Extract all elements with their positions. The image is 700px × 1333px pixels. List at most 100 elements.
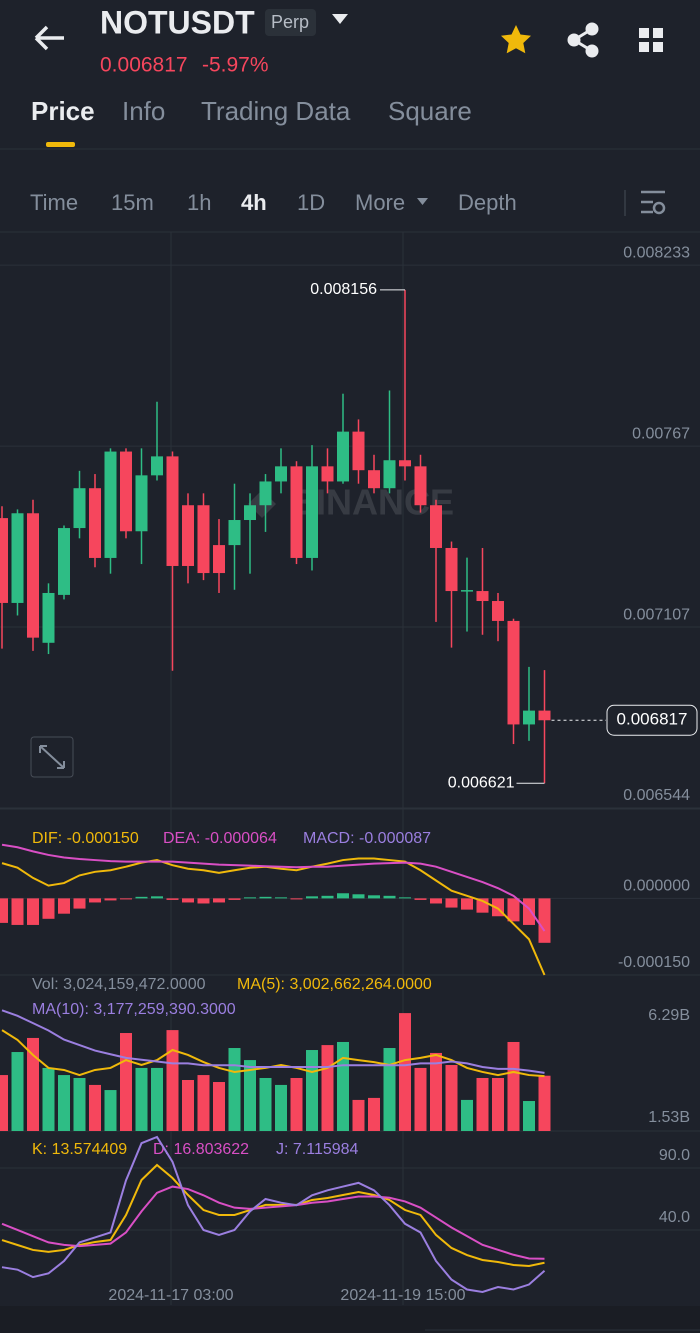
axis-label: 6.29B: [648, 1007, 690, 1024]
indicator-line: [1, 1185, 545, 1260]
y-tick-label: 40.0: [659, 1209, 690, 1226]
macd-bar: [523, 898, 535, 925]
candle-body: [104, 451, 117, 558]
macd-bar: [58, 898, 70, 914]
menu[interactable]: [639, 28, 663, 52]
candle-body: [399, 460, 411, 467]
legend: MA(5): 3,002,662,264.0000: [237, 976, 432, 993]
candle-body: [337, 431, 349, 482]
tab[interactable]: Trading Data: [201, 96, 351, 126]
dropdown[interactable]: [332, 14, 348, 24]
volume-bar: [0, 1075, 8, 1131]
candle-body: [383, 460, 396, 489]
price-tag-label: 0.006817: [617, 710, 688, 729]
macd-bar: [151, 896, 163, 899]
share[interactable]: [567, 22, 599, 58]
interval[interactable]: 1D: [297, 190, 325, 215]
indicator-line: [1, 1009, 545, 1074]
price-tag: [606, 704, 698, 736]
legend: DIF: -0.000150: [32, 830, 139, 847]
volume-bar: [275, 1084, 287, 1131]
y-tick-label: 0.007107: [623, 606, 690, 623]
volume-bar: [89, 1084, 101, 1131]
macd-bar: [275, 897, 287, 899]
favorite[interactable]: [501, 25, 531, 54]
candle-body: [275, 466, 287, 482]
x-label: 2024-11-19 15:00: [340, 1287, 465, 1304]
macd-bar: [104, 898, 117, 901]
legend: D: 16.803622: [153, 1141, 249, 1158]
tab[interactable]: Square: [388, 96, 472, 126]
candle-body: [197, 505, 210, 574]
macd-bar: [166, 898, 179, 900]
volume-bar: [321, 1045, 334, 1131]
candle-body: [58, 528, 70, 595]
candle-body: [244, 505, 256, 521]
macd-bar: [507, 898, 520, 922]
indicator-line: [1, 857, 546, 976]
macd-bar: [259, 896, 272, 899]
change: -5.97%: [202, 54, 269, 77]
candle-body: [523, 710, 535, 725]
legend: Vol: 3,024,159,472.0000: [32, 976, 206, 993]
volume-bar: [507, 1041, 520, 1131]
tab-indicator: [46, 142, 75, 147]
candle-body: [414, 466, 427, 506]
macd-bar: [244, 897, 256, 899]
macd-bar: [399, 897, 411, 899]
volume-bar: [151, 1067, 163, 1131]
interval[interactable]: 1h: [187, 190, 211, 215]
chart-settings[interactable]: [641, 190, 666, 215]
candle-body: [321, 466, 334, 482]
volume-bar: [58, 1075, 70, 1131]
legend: J: 7.115984: [276, 1141, 359, 1158]
candle-body: [259, 481, 272, 506]
volume-bar: [197, 1075, 210, 1131]
candle-body: [42, 592, 55, 643]
indicator-line: [1, 1163, 545, 1267]
volume-bar: [352, 1099, 365, 1131]
interval[interactable]: Time: [30, 190, 78, 215]
axis-label: 1.53B: [648, 1109, 690, 1126]
candle-body: [73, 488, 86, 529]
candle-body: [135, 475, 148, 532]
macd-bar: [213, 898, 225, 903]
volume-bar: [104, 1090, 117, 1131]
macd-bar: [0, 898, 8, 923]
volume-bar: [120, 1033, 132, 1131]
candle-body: [213, 545, 225, 574]
macd-bar: [445, 898, 458, 908]
candle-body: [492, 601, 504, 621]
tab[interactable]: Price: [31, 96, 95, 126]
tab[interactable]: Info: [122, 96, 165, 126]
interval[interactable]: 4h: [241, 190, 267, 215]
volume-bar: [430, 1052, 442, 1131]
macd-bar: [120, 898, 132, 900]
macd-bar: [73, 898, 86, 909]
macd-bar: [89, 898, 101, 903]
volume-bar: [73, 1077, 86, 1131]
interval[interactable]: More: [355, 190, 405, 215]
candle-body: [306, 466, 318, 558]
macd-bar: [461, 898, 473, 910]
interval[interactable]: 15m: [111, 190, 154, 215]
y-tick-label: -0.000150: [618, 954, 690, 971]
volume-bar: [244, 1060, 256, 1131]
macd-bar: [430, 898, 442, 904]
macd-bar: [197, 898, 210, 904]
candle-body: [476, 591, 489, 602]
fullscreen[interactable]: [30, 736, 74, 778]
candle-body: [120, 451, 132, 532]
back-button[interactable]: [34, 25, 64, 51]
volume-bar: [135, 1067, 148, 1131]
interval[interactable]: Depth: [458, 190, 517, 215]
candle-body: [352, 431, 365, 471]
more-arrow: [417, 198, 428, 205]
candle-body: [290, 466, 303, 558]
high-label: 0.008156: [310, 281, 377, 298]
legend: MA(10): 3,177,259,390.3000: [32, 1001, 236, 1018]
badge-bg: [265, 9, 316, 36]
candle-body: [368, 470, 380, 489]
volume-bar: [11, 1052, 24, 1131]
